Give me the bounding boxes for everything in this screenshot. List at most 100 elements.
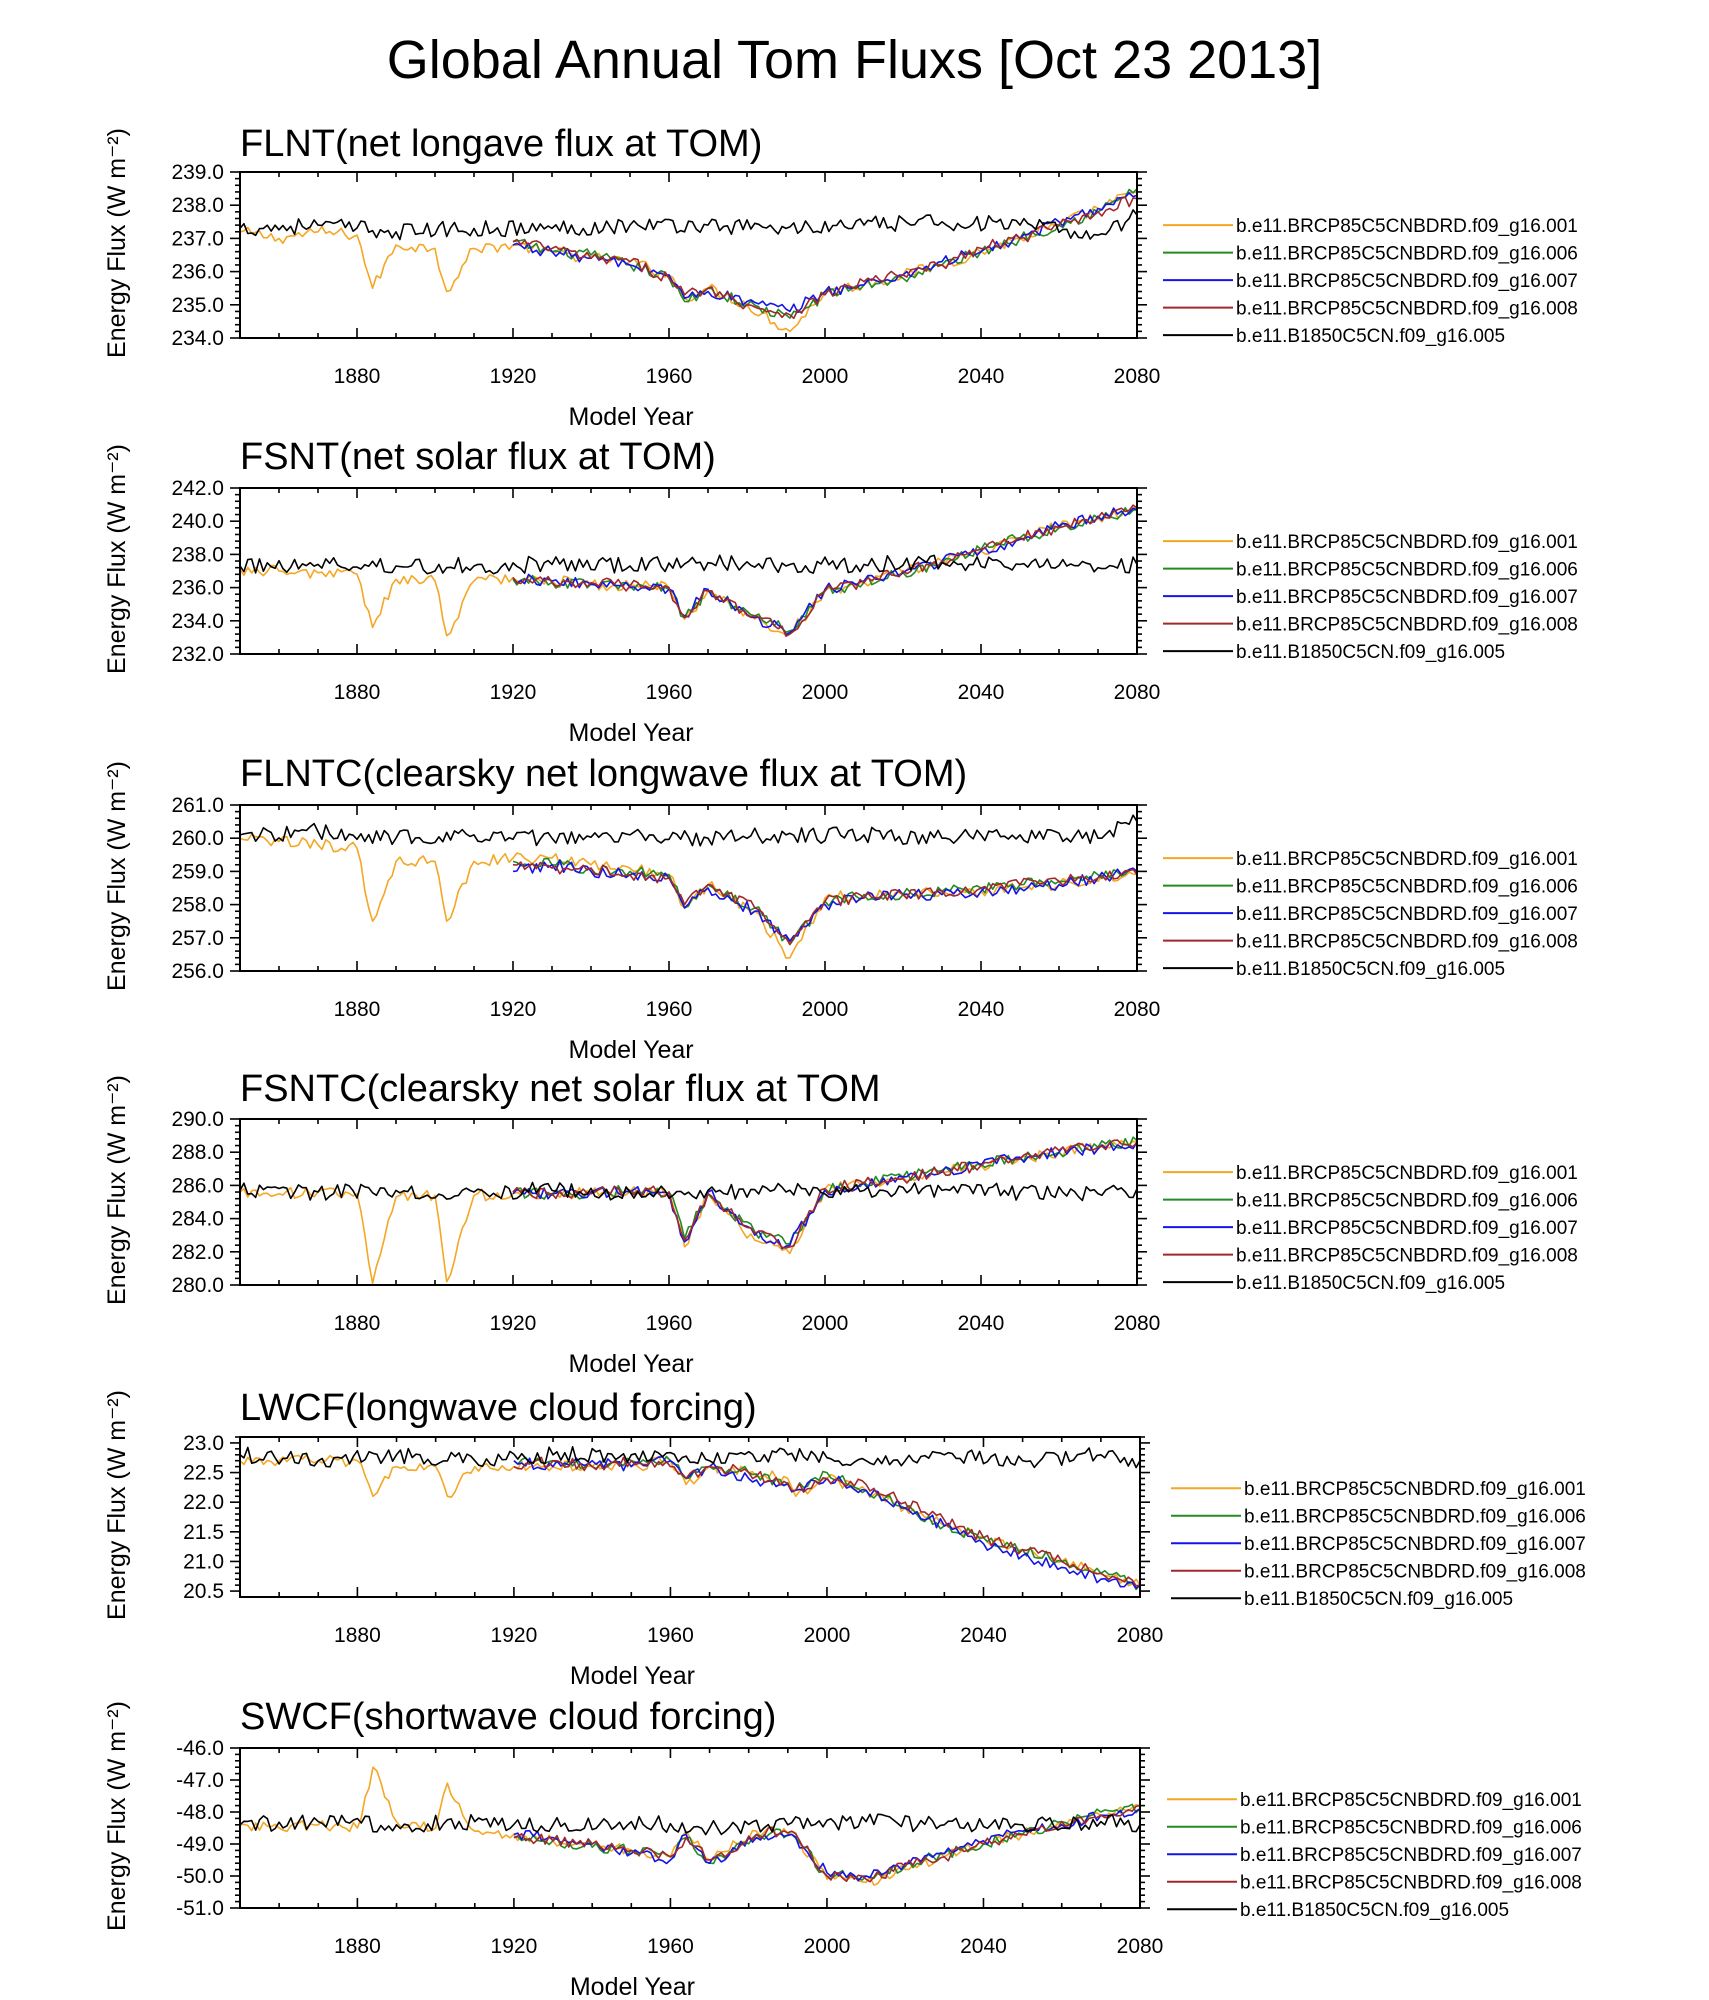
x-tick-label: 1960	[647, 1624, 694, 1647]
y-tick-label: 232.0	[171, 643, 224, 666]
legend-label: b.e11.B1850C5CN.f09_g16.005	[1244, 1589, 1513, 1610]
legend: b.e11.BRCP85C5CNBDRD.f09_g16.001 b.e11.BR…	[1163, 216, 1578, 347]
legend-label: b.e11.BRCP85C5CNBDRD.f09_g16.006	[1240, 1818, 1582, 1839]
series-line-1	[239, 506, 1138, 637]
legend: b.e11.BRCP85C5CNBDRD.f09_g16.001 b.e11.BR…	[1167, 1790, 1582, 1921]
y-tick-label: -50.0	[176, 1865, 224, 1888]
x-tick-label: 1880	[334, 681, 381, 704]
x-tick-label: 2000	[802, 681, 849, 704]
legend-label: b.e11.BRCP85C5CNBDRD.f09_g16.006	[1236, 244, 1578, 265]
panel-5: LWCF(longwave cloud forcing) 1880 1920 1960…	[103, 1387, 1586, 1690]
series-line-5	[239, 554, 1138, 575]
x-tick-label: 2000	[802, 365, 849, 388]
y-tick-label: -49.0	[176, 1833, 224, 1856]
x-tick-label: 2000	[804, 1624, 851, 1647]
y-tick-label: 234.0	[171, 327, 224, 350]
x-tick-label: 2080	[1117, 1935, 1164, 1958]
x-tick-label: 2040	[960, 1935, 1007, 1958]
legend-label: b.e11.BRCP85C5CNBDRD.f09_g16.001	[1240, 1790, 1582, 1811]
y-tick-label: 284.0	[171, 1208, 224, 1231]
x-tick-label: 2080	[1114, 998, 1161, 1021]
series-line-1	[239, 1766, 1141, 1886]
x-axis-label: Model Year	[569, 1350, 694, 1378]
series-line-2	[512, 506, 1138, 634]
series-line-3	[513, 1456, 1141, 1589]
x-tick-label: 2040	[958, 998, 1005, 1021]
x-tick-label: 1920	[490, 681, 537, 704]
x-tick-label: 1960	[646, 365, 693, 388]
panel-title: FLNT(net longave flux at TOM)	[240, 123, 762, 165]
legend: b.e11.BRCP85C5CNBDRD.f09_g16.001 b.e11.BR…	[1163, 1163, 1578, 1294]
y-tick-label: -47.0	[176, 1769, 224, 1792]
series-line-3	[512, 1141, 1138, 1250]
legend-label: b.e11.BRCP85C5CNBDRD.f09_g16.001	[1236, 849, 1578, 870]
legend: b.e11.BRCP85C5CNBDRD.f09_g16.001 b.e11.BR…	[1163, 532, 1578, 663]
legend: b.e11.BRCP85C5CNBDRD.f09_g16.001 b.e11.BR…	[1163, 849, 1578, 980]
x-tick-label: 2080	[1114, 1312, 1161, 1335]
series-line-4	[513, 1804, 1141, 1883]
x-axis-label: Model Year	[570, 1662, 695, 1690]
panel-title: FSNT(net solar flux at TOM)	[240, 436, 716, 478]
legend-label: b.e11.BRCP85C5CNBDRD.f09_g16.001	[1244, 1479, 1586, 1500]
plot-frame	[239, 804, 1138, 972]
legend-label: b.e11.BRCP85C5CNBDRD.f09_g16.006	[1236, 877, 1578, 898]
x-tick-label: 2080	[1114, 681, 1161, 704]
y-tick-label: 286.0	[171, 1174, 224, 1197]
x-axis-label: Model Year	[570, 1973, 695, 2000]
legend-label: b.e11.B1850C5CN.f09_g16.005	[1236, 959, 1505, 980]
series-line-2	[513, 1455, 1141, 1591]
legend-label: b.e11.BRCP85C5CNBDRD.f09_g16.007	[1236, 587, 1578, 608]
x-tick-label: 1960	[646, 681, 693, 704]
series-line-2	[513, 1803, 1141, 1881]
y-tick-label: 288.0	[171, 1141, 224, 1164]
y-tick-label: 261.0	[171, 794, 224, 817]
x-tick-label: 2000	[804, 1935, 851, 1958]
panel-2: FSNT(net solar flux at TOM) 1880 1920 1960 2…	[103, 436, 1578, 747]
legend-label: b.e11.BRCP85C5CNBDRD.f09_g16.006	[1236, 1191, 1578, 1212]
legend-label: b.e11.BRCP85C5CNBDRD.f09_g16.007	[1240, 1845, 1582, 1866]
panel-title: SWCF(shortwave cloud forcing)	[240, 1696, 776, 1738]
x-tick-label: 1920	[490, 1312, 537, 1335]
panel-title: FSNTC(clearsky net solar flux at TOM	[240, 1068, 881, 1110]
legend-label: b.e11.BRCP85C5CNBDRD.f09_g16.007	[1236, 1218, 1578, 1239]
y-axis-label: Energy Flux (W m⁻²)	[103, 128, 131, 358]
x-axis-label: Model Year	[569, 719, 694, 747]
y-axis-label: Energy Flux (W m⁻²)	[103, 1390, 131, 1620]
legend: b.e11.BRCP85C5CNBDRD.f09_g16.001 b.e11.BR…	[1171, 1479, 1586, 1610]
panel-title: FLNTC(clearsky net longwave flux at TOM)	[240, 753, 967, 795]
y-tick-label: 21.5	[183, 1521, 224, 1544]
panel-1: FLNT(net longave flux at TOM) 1880 1920 196…	[103, 123, 1578, 431]
legend-label: b.e11.BRCP85C5CNBDRD.f09_g16.008	[1240, 1873, 1582, 1894]
y-tick-label: 290.0	[171, 1108, 224, 1131]
series-line-1	[239, 191, 1138, 333]
legend-label: b.e11.BRCP85C5CNBDRD.f09_g16.008	[1236, 299, 1578, 320]
y-tick-label: -46.0	[176, 1737, 224, 1760]
y-tick-label: 282.0	[171, 1241, 224, 1264]
series-line-4	[513, 1456, 1141, 1587]
y-tick-label: 280.0	[171, 1274, 224, 1297]
series-line-5	[239, 1446, 1141, 1469]
x-tick-label: 1920	[490, 365, 537, 388]
series-line-2	[512, 188, 1138, 319]
y-axis-label: Energy Flux (W m⁻²)	[103, 1075, 131, 1305]
plot-frame	[239, 1118, 1138, 1286]
y-tick-label: 237.0	[171, 227, 224, 250]
y-tick-label: 236.0	[171, 261, 224, 284]
legend-label: b.e11.BRCP85C5CNBDRD.f09_g16.008	[1244, 1562, 1586, 1583]
y-tick-label: 22.5	[183, 1462, 224, 1485]
x-tick-label: 2080	[1114, 365, 1161, 388]
figure-title: Global Annual Tom Fluxs [Oct 23 2013]	[386, 30, 1323, 90]
y-axis-label: Energy Flux (W m⁻²)	[103, 1701, 131, 1931]
series-line-4	[512, 1139, 1138, 1249]
series-line-4	[512, 196, 1138, 320]
legend-label: b.e11.B1850C5CN.f09_g16.005	[1236, 642, 1505, 663]
y-tick-label: 257.0	[171, 927, 224, 950]
plot-frame	[239, 171, 1138, 339]
x-tick-label: 1880	[334, 1312, 381, 1335]
x-tick-label: 1880	[334, 998, 381, 1021]
panel-3: FLNTC(clearsky net longwave flux at TOM)…	[103, 753, 1578, 1064]
series-line-3	[512, 859, 1138, 942]
y-tick-label: 259.0	[171, 860, 224, 883]
series-line-1	[239, 1139, 1138, 1285]
